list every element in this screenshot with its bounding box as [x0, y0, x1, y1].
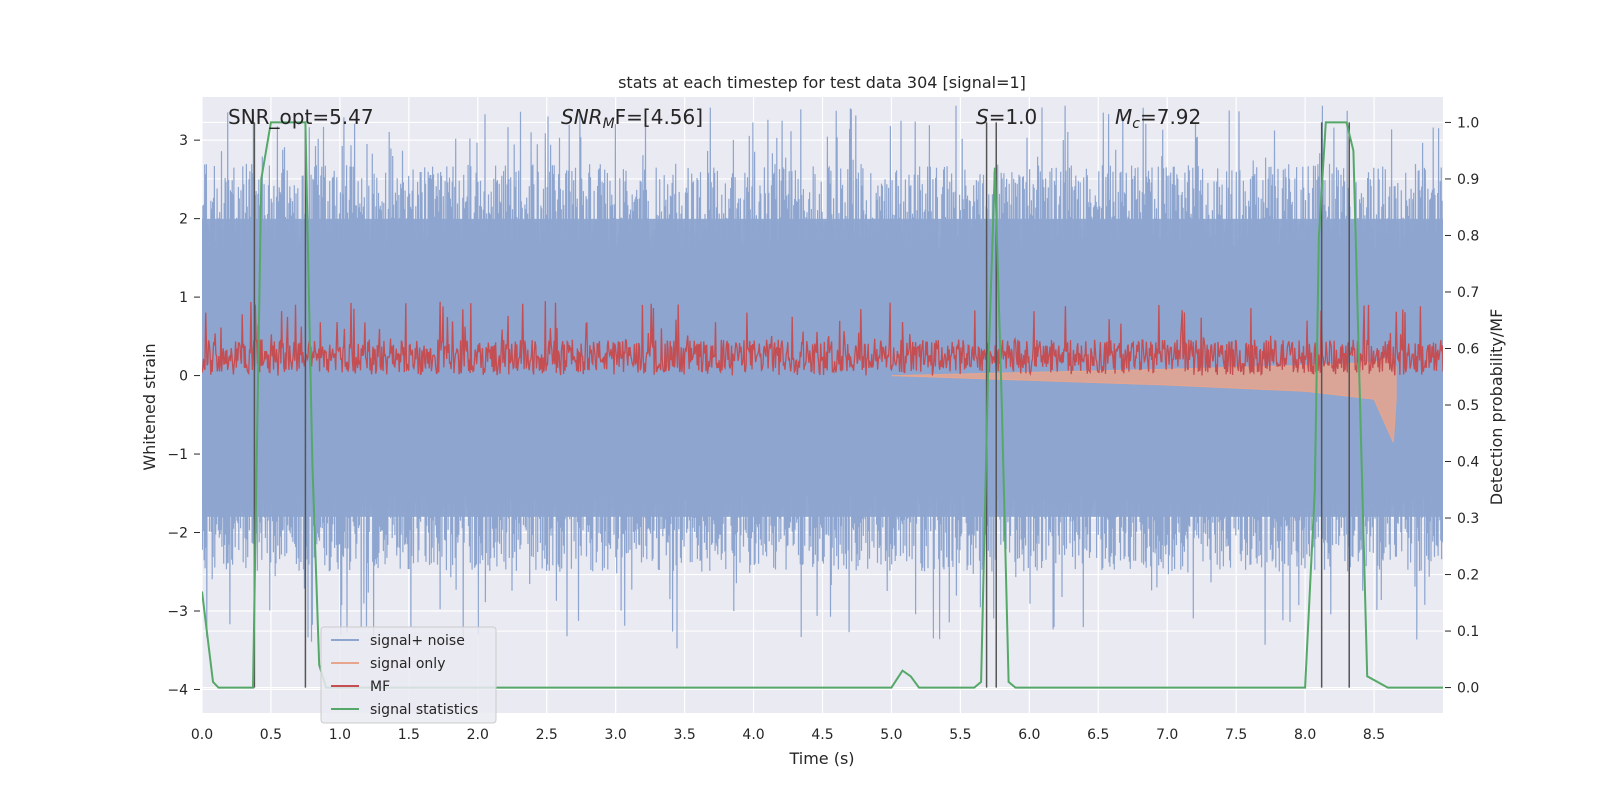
- y-tick-label-right: 0.1: [1457, 624, 1479, 640]
- plot-area: [201, 97, 1443, 713]
- y-tick-label: 0: [179, 369, 188, 385]
- x-tick-label: 4.0: [742, 727, 764, 743]
- y-tick-label: 3: [179, 133, 188, 149]
- x-tick-label: 7.5: [1225, 727, 1247, 743]
- legend: signal+ noise signal only MF signal stat…: [320, 626, 497, 724]
- x-tick-label: 1.0: [329, 727, 351, 743]
- x-tick-label: 1.5: [398, 727, 420, 743]
- annotation-s: S=1.0: [976, 105, 1037, 129]
- y-tick-label-right: 1.0: [1457, 115, 1479, 131]
- x-tick-label: 0.0: [191, 727, 213, 743]
- plot-content: [202, 105, 1443, 689]
- x-tick-label: 3.0: [605, 727, 627, 743]
- legend-label-signal-noise: signal+ noise: [370, 633, 465, 649]
- y-tick-label-right: 0.9: [1457, 172, 1479, 188]
- series-signal-statistics: [202, 121, 1443, 689]
- y-axis-label-right: Detection probability/MF: [1487, 309, 1506, 506]
- x-tick-label: 5.0: [880, 727, 902, 743]
- x-axis-ticks: 0.0 0.5 1.0 1.5 2.0 2.5 3.0 3.5 4.0 4.5 5.0 5.5 6.0 6…: [191, 727, 1385, 743]
- annotation-snr-mf: SNRMF=[4.56]: [561, 105, 703, 132]
- x-tick-label: 2.0: [467, 727, 489, 743]
- y-tick-label: −3: [167, 604, 188, 620]
- y-tick-label-right: 0.7: [1457, 285, 1479, 301]
- x-tick-label: 6.0: [1018, 727, 1040, 743]
- y-tick-label: −4: [167, 682, 188, 698]
- y-axis-label-left: Whitened strain: [140, 343, 159, 470]
- y-tick-label-right: 0.8: [1457, 228, 1479, 244]
- x-tick-label: 5.5: [949, 727, 971, 743]
- y-tick-label-right: 0.6: [1457, 341, 1479, 357]
- x-tick-label: 2.5: [536, 727, 558, 743]
- x-tick-label: 4.5: [811, 727, 833, 743]
- x-tick-label: 3.5: [673, 727, 695, 743]
- x-tick-label: 6.5: [1087, 727, 1109, 743]
- y-tick-label: 1: [179, 290, 188, 306]
- y-tick-label: 2: [179, 212, 188, 228]
- y-tick-label: −1: [167, 447, 188, 463]
- annotation-snr-opt: SNR_opt=5.47: [228, 105, 374, 129]
- x-tick-label: 7.0: [1156, 727, 1178, 743]
- chart-title: stats at each timestep for test data 304…: [618, 73, 1026, 92]
- legend-label-signal-statistics: signal statistics: [370, 702, 478, 718]
- y-axis-ticks-right: 1.0 0.9 0.8 0.7 0.6 0.5 0.4 0.3 0.2 0.1 0.0: [1445, 115, 1479, 697]
- x-tick-label: 0.5: [260, 727, 282, 743]
- legend-label-signal-only: signal only: [370, 656, 445, 672]
- x-tick-label: 8.0: [1294, 727, 1316, 743]
- x-axis-label: Time (s): [788, 749, 854, 768]
- series-signal-only: [891, 355, 1397, 443]
- annotation-mc: Mc=7.92: [1115, 105, 1201, 132]
- y-tick-label-right: 0.4: [1457, 455, 1479, 471]
- y-axis-ticks-left: 3 2 1 0 −1 −2 −3 −4: [167, 133, 200, 698]
- x-tick-label: 8.5: [1363, 727, 1385, 743]
- y-tick-label-right: 0.0: [1457, 681, 1479, 697]
- y-tick-label: −2: [167, 526, 188, 542]
- series-mf: [202, 301, 1443, 377]
- y-tick-label-right: 0.5: [1457, 398, 1479, 414]
- y-tick-label-right: 0.3: [1457, 511, 1479, 527]
- legend-box: [320, 626, 497, 724]
- y-tick-label-right: 0.2: [1457, 568, 1479, 584]
- legend-label-mf: MF: [370, 679, 390, 695]
